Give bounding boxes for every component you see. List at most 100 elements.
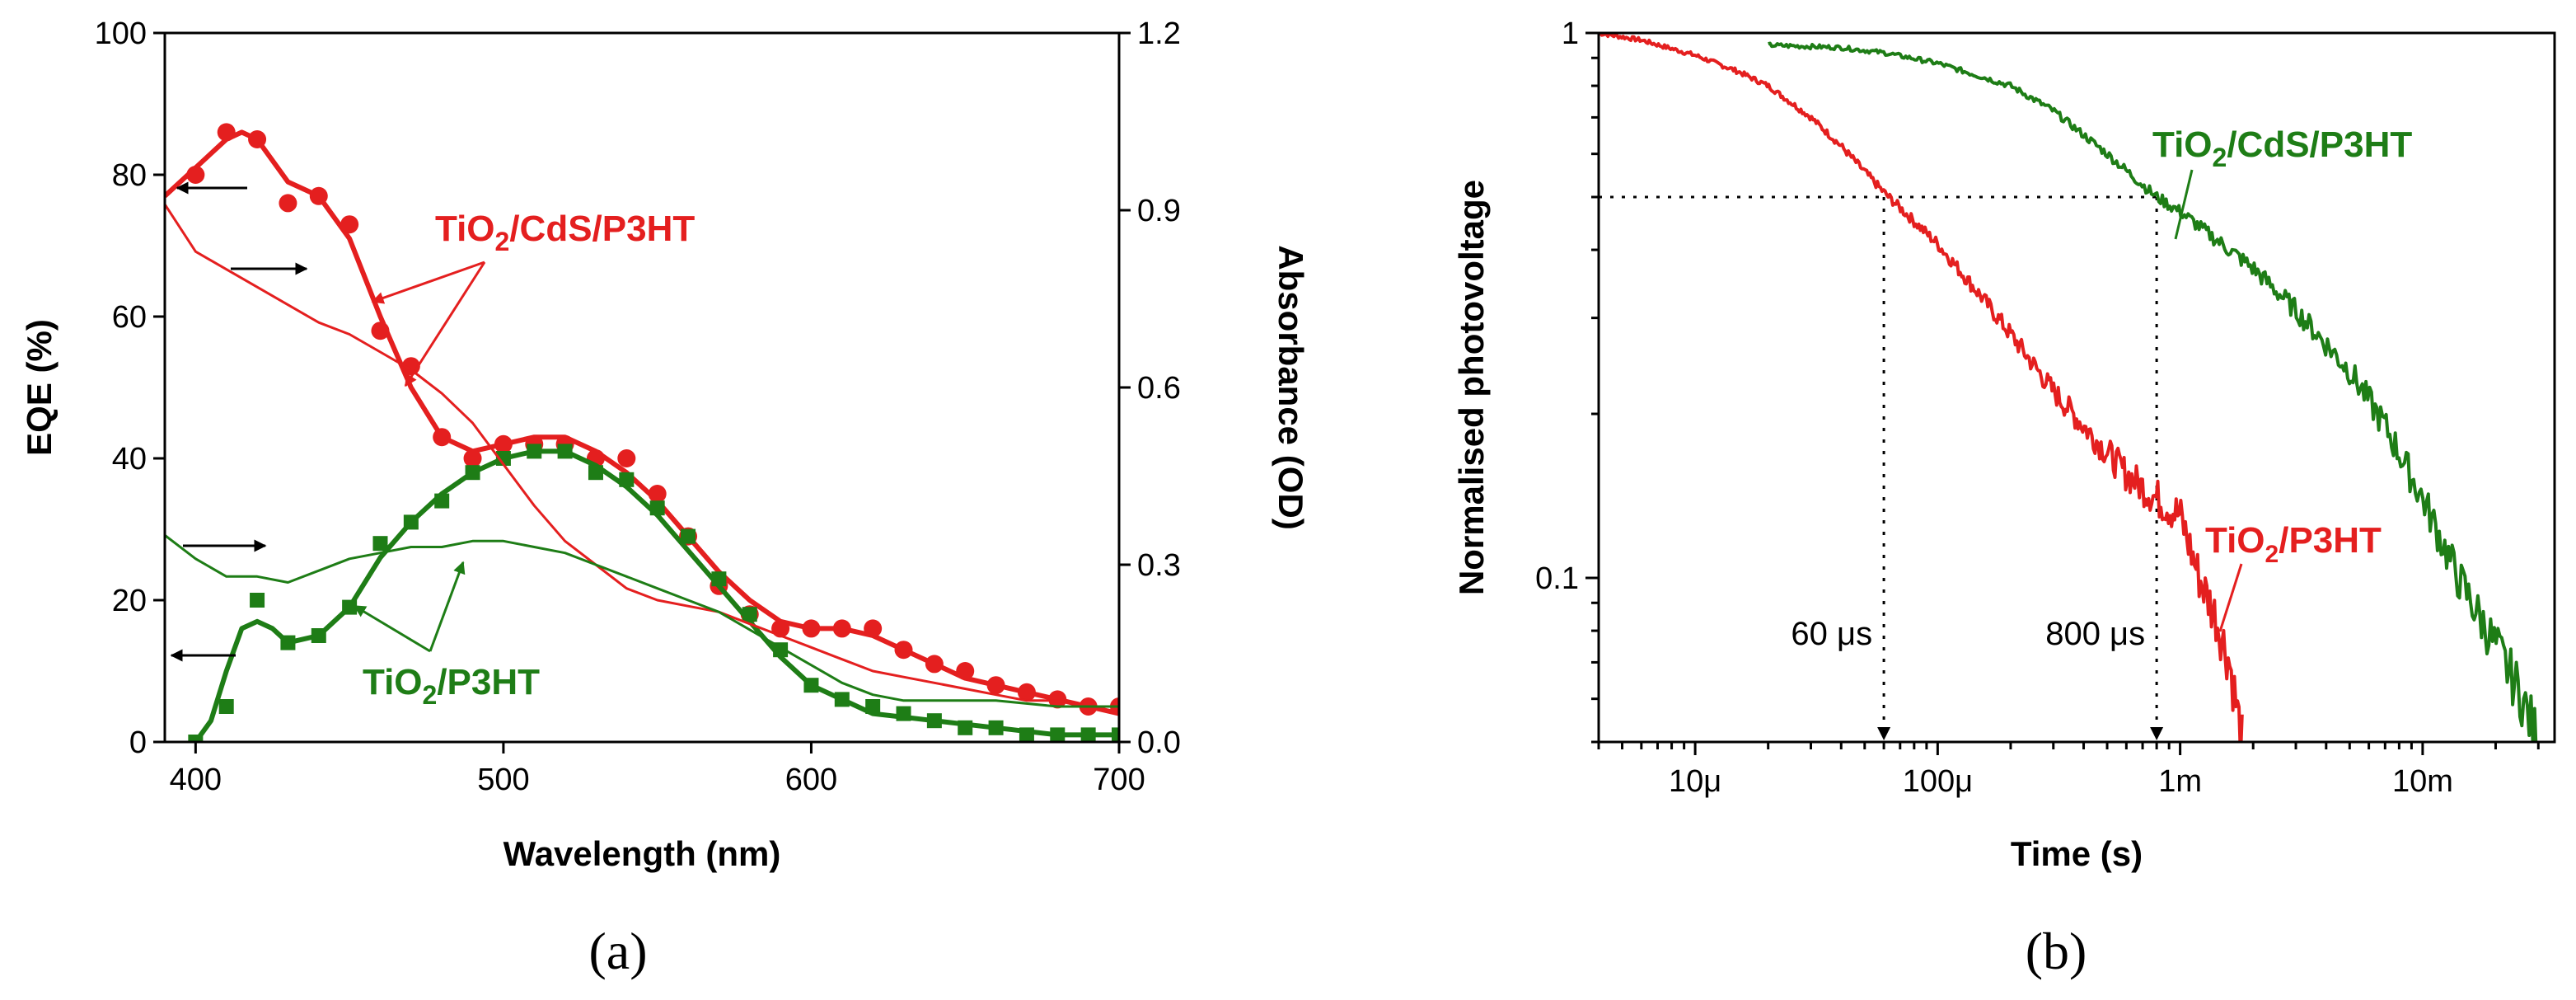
panel-b-ticks: 10μ 100μ 1m 10m 1 0.1 60 μs 800 μs bbox=[1535, 16, 2540, 799]
panel-b-series-line-1 bbox=[1768, 41, 2538, 742]
panel-a-point-circle bbox=[648, 485, 667, 503]
panel-a-label-p3ht: TiO2/P3HT bbox=[363, 662, 540, 710]
pointer-cds-eqe bbox=[371, 261, 485, 304]
panel-a-point-square bbox=[711, 571, 727, 587]
pointer-p3ht-abs bbox=[429, 561, 466, 652]
pointer-p3ht-decay bbox=[2218, 563, 2243, 632]
panel-a-point-square bbox=[342, 599, 358, 615]
panel-a-point-square bbox=[834, 692, 850, 707]
panel-a-point-circle bbox=[802, 619, 821, 638]
pointer-cds-decay bbox=[2174, 169, 2194, 240]
panel-a-point-square bbox=[1112, 727, 1119, 742]
panel-a-point-square bbox=[926, 713, 942, 729]
panel-b-xtick-label: 100μ bbox=[1903, 764, 1973, 799]
panel-a-point-square bbox=[681, 528, 696, 544]
panel-b-frame bbox=[1597, 31, 2556, 744]
time-marker-arrowhead bbox=[2150, 727, 2164, 740]
panel-a-point-circle bbox=[248, 130, 267, 148]
panel-a-point-square bbox=[896, 706, 911, 721]
panel-a-point-square bbox=[1080, 727, 1096, 742]
panel-a-point-square bbox=[958, 720, 973, 735]
panel-a-point-circle bbox=[864, 619, 883, 638]
panel-a-point-circle bbox=[279, 194, 297, 213]
panel-a-point-circle bbox=[494, 434, 513, 453]
panel-a-point-circle bbox=[186, 166, 205, 184]
panel-a-ytick-right-label: 0.3 bbox=[1137, 548, 1181, 583]
panel-a-point-circle bbox=[925, 655, 944, 674]
time-marker-arrowhead bbox=[1877, 727, 1891, 740]
panel-a: 400 500 600 7000204060801000.00.30.60.91.2 … bbox=[20, 16, 1310, 980]
panel-a-xtick-label: 600 bbox=[785, 763, 837, 797]
panel-a-ytick-right-label: 1.2 bbox=[1137, 16, 1181, 51]
panel-a-point-square bbox=[403, 514, 419, 530]
panel-a-point-circle bbox=[1017, 683, 1036, 702]
panel-b-xtick-label: 1m bbox=[2158, 764, 2202, 799]
panel-a-ytick-label: 100 bbox=[95, 16, 147, 51]
panel-a-point-square bbox=[619, 472, 635, 487]
panel-a-point-circle bbox=[463, 449, 482, 467]
panel-a-point-circle bbox=[894, 641, 913, 660]
panel-a-label: (a) bbox=[588, 922, 647, 980]
panel-a-point-square bbox=[649, 500, 665, 516]
panel-a-ytick-right-label: 0.9 bbox=[1137, 194, 1181, 228]
panel-a-point-square bbox=[311, 628, 326, 643]
panel-a-xtick-label: 400 bbox=[170, 763, 222, 797]
panel-a-ytick-label: 60 bbox=[112, 300, 147, 335]
pointer-cds-abs bbox=[404, 261, 486, 387]
panel-b-xlabel: Time (s) bbox=[2011, 834, 2143, 873]
panel-a-point-circle bbox=[832, 619, 851, 638]
panel-a-point-square bbox=[865, 699, 881, 714]
panel-b-series bbox=[1599, 33, 2538, 742]
panel-a-ytick-label: 80 bbox=[112, 158, 147, 193]
panel-a-point-circle bbox=[986, 676, 1005, 695]
panel-a-xtick-label: 700 bbox=[1093, 763, 1145, 797]
panel-a-ticks: 400 500 600 700 0 20 40 60 80 100 0.0 0.3 0.6 0.9 1.2 bbox=[95, 16, 1181, 797]
panel-a-series-line-3 bbox=[165, 534, 1119, 708]
panel-a-ytick-right-label: 0.6 bbox=[1137, 371, 1181, 406]
pointer-p3ht-eqe bbox=[353, 604, 431, 653]
panel-a-point-square bbox=[803, 678, 819, 693]
panel-a-point-square bbox=[1019, 727, 1034, 742]
panel-a-point-square bbox=[465, 465, 480, 481]
time-marker-label: 800 μs bbox=[2045, 616, 2145, 652]
panel-a-point-square bbox=[1050, 727, 1066, 742]
panel-a-ytick-label: 40 bbox=[112, 442, 147, 477]
panel-b-ytick-label: 0.1 bbox=[1535, 561, 1579, 596]
panel-a-xtick-label: 500 bbox=[477, 763, 529, 797]
panel-a-ylabel-right: Absorbance (OD) bbox=[1272, 245, 1310, 529]
panel-a-point-square bbox=[742, 607, 757, 622]
panel-b-label: (b) bbox=[2026, 922, 2087, 980]
time-marker-label: 60 μs bbox=[1791, 616, 1872, 652]
panel-a-xlabel: Wavelength (nm) bbox=[503, 834, 781, 873]
panel-a-point-circle bbox=[617, 449, 636, 467]
panel-a-ytick-label: 0 bbox=[129, 725, 147, 760]
panel-a-point-circle bbox=[433, 428, 452, 447]
panel-a-point-square bbox=[988, 720, 1004, 735]
panel-b-xtick-label: 10m bbox=[2392, 764, 2453, 799]
panel-a-point-square bbox=[588, 465, 603, 481]
panel-b-series-line-0 bbox=[1599, 33, 2244, 742]
panel-a-point-square bbox=[250, 593, 265, 608]
panel-a-point-square bbox=[218, 699, 234, 714]
panel-a-point-circle bbox=[217, 123, 236, 142]
panel-a-point-square bbox=[495, 451, 511, 466]
panel-b-xtick-label: 10μ bbox=[1669, 764, 1721, 799]
panel-a-point-circle bbox=[309, 186, 328, 205]
panel-a-point-circle bbox=[340, 215, 359, 234]
panel-a-point-square bbox=[188, 735, 204, 742]
panel-a-point-circle bbox=[956, 662, 975, 680]
panel-b-label-cds: TiO2/CdS/P3HT bbox=[2152, 124, 2412, 172]
panel-a-point-square bbox=[527, 444, 542, 459]
panel-b: 10μ 100μ 1m 10m 1 0.1 60 μs 800 μs Time (s) Nor… bbox=[1452, 16, 2556, 980]
panel-a-point-square bbox=[280, 635, 296, 650]
panel-a-point-square bbox=[372, 536, 388, 552]
panel-a-label-cds: TiO2/CdS/P3HT bbox=[435, 209, 695, 256]
panel-a-point-square bbox=[434, 493, 450, 509]
panel-a-point-square bbox=[557, 444, 573, 459]
panel-b-ylabel: Normalised photovoltage bbox=[1452, 180, 1491, 595]
panel-a-ytick-label: 20 bbox=[112, 584, 147, 618]
panel-a-ylabel: EQE (%) bbox=[20, 319, 59, 456]
panel-b-label-p3ht: TiO2/P3HT bbox=[2205, 520, 2382, 568]
panel-a-point-circle bbox=[371, 322, 390, 340]
